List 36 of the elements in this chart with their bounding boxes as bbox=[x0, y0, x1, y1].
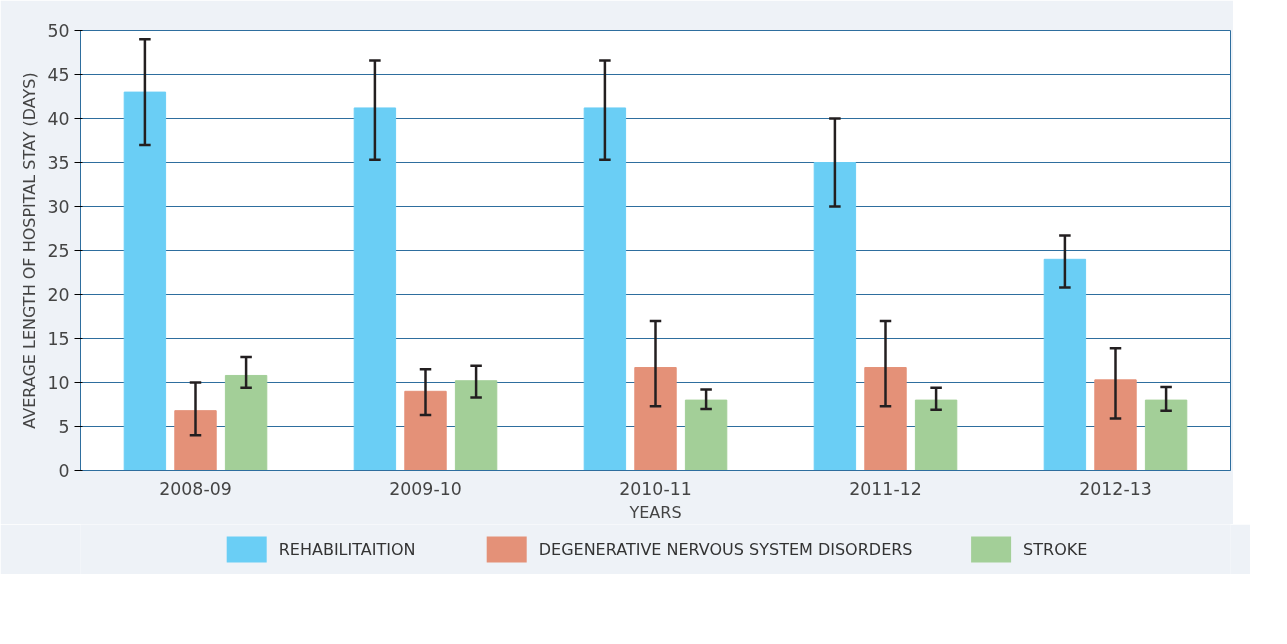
y-tick-label: 35 bbox=[47, 153, 70, 173]
y-tick-label: 50 bbox=[47, 21, 70, 41]
bar bbox=[1043, 258, 1087, 471]
bar bbox=[684, 399, 728, 471]
legend-label: STROKE bbox=[1023, 540, 1088, 559]
bar bbox=[864, 367, 907, 471]
bar bbox=[353, 107, 397, 471]
bar bbox=[1094, 379, 1137, 471]
y-axis-title: AVERAGE LENGTH OF HOSPITAL STAY (DAYS) bbox=[20, 72, 40, 429]
y-tick-label: 0 bbox=[58, 461, 70, 481]
bar bbox=[224, 374, 268, 471]
bar bbox=[634, 367, 677, 471]
y-tick-label: 15 bbox=[47, 329, 70, 349]
x-tick-label: 2012-13 bbox=[1079, 478, 1152, 499]
y-tick-label: 45 bbox=[47, 65, 70, 85]
y-tick-label: 5 bbox=[58, 417, 70, 437]
y-tick-label: 25 bbox=[47, 241, 70, 261]
x-tick-label: 2009-10 bbox=[389, 478, 462, 499]
y-tick-label: 30 bbox=[47, 197, 70, 217]
x-axis-title: YEARS bbox=[628, 502, 682, 522]
bar bbox=[813, 162, 857, 471]
bar bbox=[1144, 399, 1188, 471]
x-tick-label: 2010-11 bbox=[619, 478, 692, 499]
bar bbox=[174, 410, 217, 471]
x-tick-label: 2008-09 bbox=[159, 478, 232, 499]
x-tick-label: 2011-12 bbox=[849, 478, 922, 499]
bar bbox=[583, 107, 627, 471]
bar bbox=[914, 399, 958, 471]
y-tick-label: 20 bbox=[47, 285, 70, 305]
y-tick-label: 40 bbox=[47, 109, 70, 129]
bar bbox=[123, 91, 167, 471]
bar bbox=[404, 390, 447, 471]
legend-label: REHABILITAITION bbox=[278, 540, 416, 559]
y-tick-label: 10 bbox=[47, 373, 70, 393]
bar bbox=[454, 380, 498, 471]
legend-label: DEGENERATIVE NERVOUS SYSTEM DISORDERS bbox=[538, 540, 913, 559]
